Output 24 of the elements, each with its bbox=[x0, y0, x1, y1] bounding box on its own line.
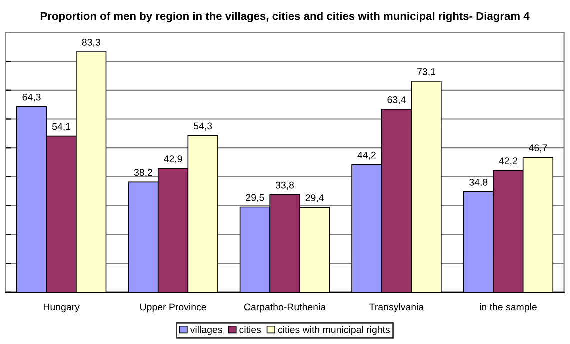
data-label: 54,3 bbox=[194, 122, 212, 131]
data-label: 54,1 bbox=[52, 123, 71, 132]
chart-title: Proportion of men by region in the villages, cities and cities with municipal rights- Diagram 4 bbox=[40, 12, 530, 22]
data-label: 38,2 bbox=[134, 169, 152, 178]
legend-label: villages bbox=[190, 326, 222, 336]
data-label: 44,2 bbox=[358, 152, 376, 160]
data-label: 33,8 bbox=[276, 182, 294, 190]
legend-label: cities with municipal rights bbox=[278, 326, 390, 336]
x-tick-label: Transylvania bbox=[370, 304, 424, 313]
x-tick-label: in the sample bbox=[480, 304, 537, 313]
x-tick-label: Upper Province bbox=[140, 304, 206, 313]
legend-label: cities bbox=[240, 326, 262, 334]
data-label: 46,7 bbox=[528, 144, 548, 153]
x-tick-label: Hungary bbox=[44, 304, 80, 313]
data-label: 63,4 bbox=[388, 96, 406, 104]
data-label: 29,5 bbox=[246, 194, 264, 202]
data-label: 29,4 bbox=[306, 194, 324, 203]
data-label: 42,2 bbox=[499, 158, 518, 166]
data-label: 42,9 bbox=[164, 156, 182, 164]
x-tick-label: Carpatho-Ruthenia bbox=[244, 304, 326, 313]
data-label: 83,3 bbox=[82, 39, 100, 48]
data-label: 64,3 bbox=[22, 94, 41, 102]
data-label: 73,1 bbox=[418, 68, 436, 77]
data-label: 34,8 bbox=[470, 179, 488, 188]
